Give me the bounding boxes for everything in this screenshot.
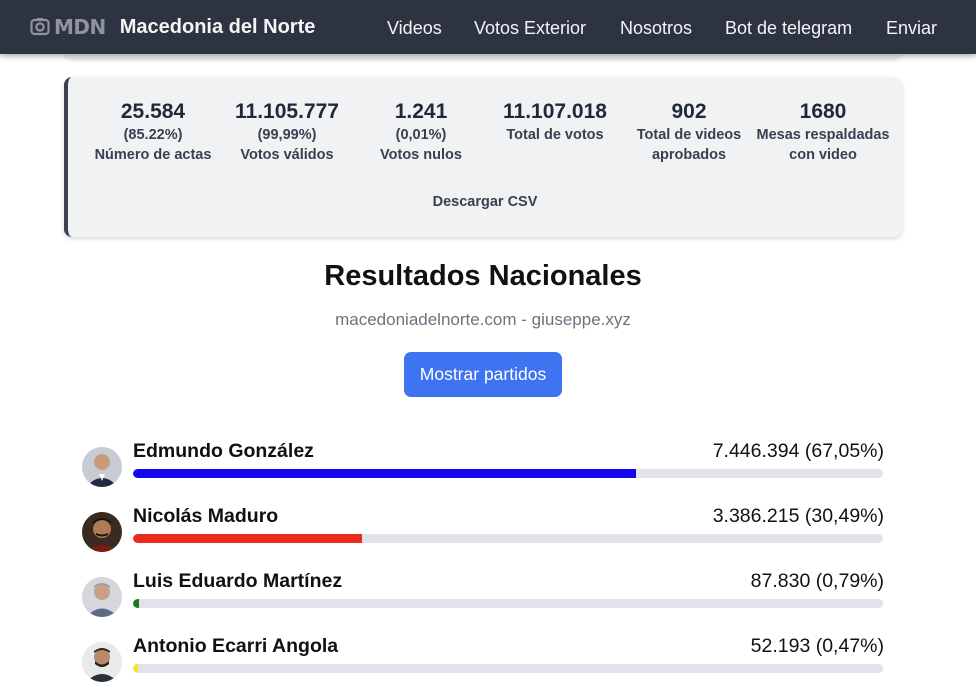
stat-percentage: (99,99%) xyxy=(257,127,317,143)
nav-link-nosotros[interactable]: Nosotros xyxy=(620,18,693,38)
stats-card: 25.584 (85.22%) Número de actas 11.105.7… xyxy=(64,77,902,237)
stat-videos-aprobados: 902 Total de videos aprobados xyxy=(622,99,756,165)
logo-text: MDN xyxy=(54,15,106,39)
candidate-photo-icon xyxy=(82,577,122,617)
stat-value: 25.584 xyxy=(120,100,186,123)
camera-logo-icon xyxy=(30,17,50,37)
candidate-name: Nicolás Maduro xyxy=(133,505,279,527)
stat-mesas-con-video: 1680 Mesas respaldadas con video xyxy=(756,99,890,165)
stat-label: Número de actas xyxy=(94,147,212,163)
show-parties-button[interactable]: Mostrar partidos xyxy=(404,352,562,397)
stat-votos-nulos: 1.241 (0,01%) Votos nulos xyxy=(354,99,488,165)
vote-bar-fill xyxy=(133,534,362,543)
home-logo-link[interactable]: MDN Macedonia del Norte xyxy=(30,15,315,39)
vote-bar-fill xyxy=(133,469,636,478)
vote-bar-track xyxy=(133,664,883,673)
stat-percentage: (0,01%) xyxy=(395,127,447,143)
stat-value: 11.105.777 xyxy=(235,100,339,123)
nav-link-votos-exterior[interactable]: Votos Exterior xyxy=(474,18,587,38)
stat-label: Votos nulos xyxy=(380,147,462,163)
vote-bar-track xyxy=(133,534,883,543)
vote-bar-fill xyxy=(133,664,138,673)
candidate-row: Nicolás Maduro 3.386.215 (30,49%) xyxy=(82,505,884,555)
stat-label: Votos válidos xyxy=(240,147,334,163)
stat-total-votos: 11.107.018 Total de votos xyxy=(488,99,622,145)
candidate-name: Luis Eduardo Martínez xyxy=(133,570,343,592)
candidate-row: Luis Eduardo Martínez 87.830 (0,79%) xyxy=(82,570,884,620)
results-title: Resultados Nacionales xyxy=(324,260,642,292)
candidate-votes: 87.830 (0,79%) xyxy=(750,570,884,592)
download-csv-link[interactable]: Descargar CSV xyxy=(432,194,538,210)
candidate-photo-icon xyxy=(82,447,122,487)
candidate-name: Edmundo González xyxy=(133,440,314,462)
candidate-row: Edmundo González 7.446.394 (67,05%) xyxy=(82,440,884,490)
stat-actas: 25.584 (85.22%) Número de actas xyxy=(86,99,220,165)
candidate-photo-icon xyxy=(82,642,122,682)
nav-links: Videos Votos Exterior Nosotros Bot de te… xyxy=(0,0,976,54)
vote-bar-track xyxy=(133,599,883,608)
vote-bar-fill xyxy=(133,599,139,608)
stat-value: 1.241 xyxy=(394,100,448,123)
stat-votos-validos: 11.105.777 (99,99%) Votos válidos xyxy=(220,99,354,165)
stat-value: 11.107.018 xyxy=(503,100,607,123)
candidate-votes: 7.446.394 (67,05%) xyxy=(712,440,884,462)
results-subtitle: macedoniadelnorte.com - giuseppe.xyz xyxy=(335,310,631,329)
candidate-votes: 52.193 (0,47%) xyxy=(750,635,884,657)
candidate-name: Antonio Ecarri Angola xyxy=(133,635,339,657)
stat-value: 902 xyxy=(671,100,707,123)
top-navbar: MDN Macedonia del Norte Videos Votos Ext… xyxy=(0,0,976,54)
candidate-votes: 3.386.215 (30,49%) xyxy=(712,505,884,527)
nav-link-videos[interactable]: Videos xyxy=(387,18,442,38)
vote-bar-track xyxy=(133,469,883,478)
stat-percentage: (85.22%) xyxy=(123,127,183,143)
brand-name: Macedonia del Norte xyxy=(119,15,316,38)
stat-label: Total de videos aprobados xyxy=(636,127,742,163)
nav-link-enviar[interactable]: Enviar xyxy=(886,18,938,38)
nav-link-telegram-bot[interactable]: Bot de telegram xyxy=(725,18,853,38)
candidate-row: Antonio Ecarri Angola 52.193 (0,47%) xyxy=(82,635,884,685)
stat-label: Total de votos xyxy=(506,127,604,143)
stat-label: Mesas respaldadas con video xyxy=(756,127,890,163)
stat-value: 1680 xyxy=(799,100,847,123)
candidate-photo-icon xyxy=(82,512,122,552)
